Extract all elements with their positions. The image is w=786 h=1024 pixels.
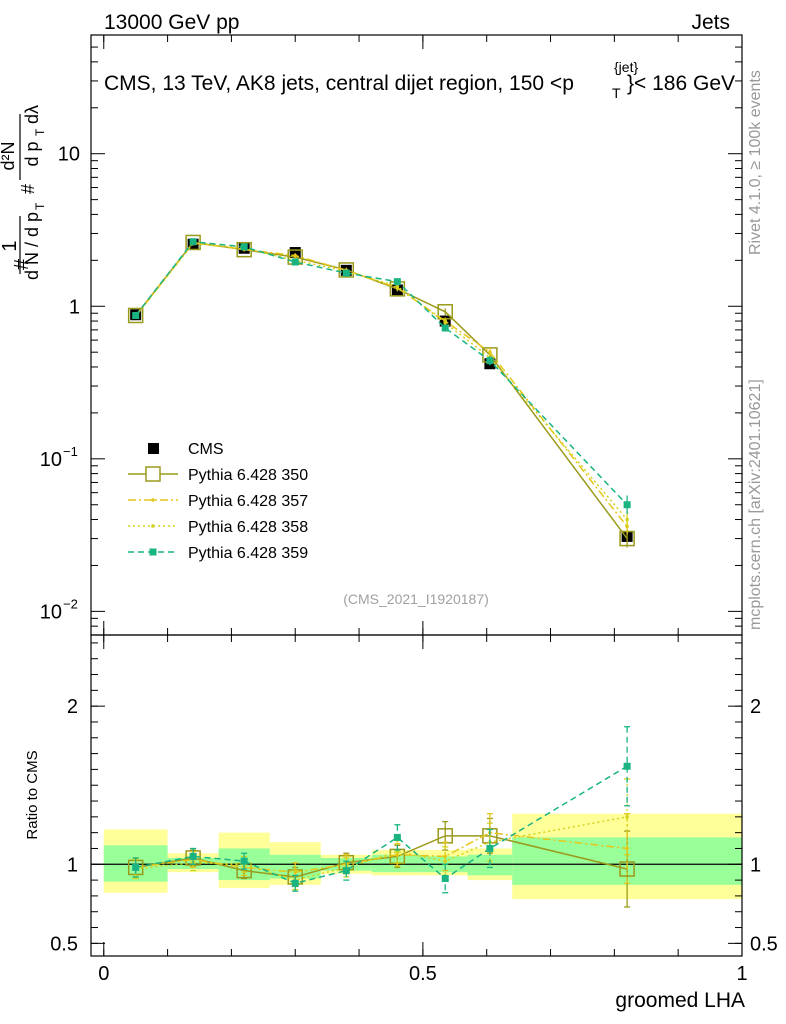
mc-marker-dot [293, 253, 298, 258]
legend-marker-dot [151, 524, 155, 528]
main-panel [127, 234, 635, 548]
mc-marker-square [132, 311, 140, 319]
mc-marker-square [240, 243, 248, 251]
mc-ratio-marker-dot [395, 852, 400, 857]
x-axis-label: groomed LHA [615, 989, 745, 1012]
legend-label: Pythia 6.428 350 [188, 467, 308, 484]
y-tick-label-main: 10 [58, 144, 80, 166]
mc-marker-dot [488, 350, 492, 354]
mc-ratio-marker-square [132, 863, 140, 871]
mc-ratio-marker-square [240, 857, 248, 865]
mcplots-source-label: mcplots.cern.ch [arXiv:2401.10621] [747, 379, 764, 630]
chart-title-subscript: T [612, 85, 621, 101]
mc-ratio-marker-dot [395, 849, 400, 854]
y-axis-label-main: # 1 d N / d p T # d²N d p T dλ [0, 105, 47, 280]
y-tick-label-ratio-right: 0.5 [750, 933, 778, 955]
mc-ratio-marker-square [393, 833, 401, 841]
legend-marker-open-square [145, 466, 161, 482]
cms-data-point [289, 247, 301, 259]
x-tick-label: 1 [736, 963, 747, 985]
chart-title-tail: }< 186 GeV [627, 72, 735, 95]
rivet-version-label: Rivet 4.1.0, ≥ 100k events [747, 70, 764, 255]
legend-marker-dot [151, 498, 155, 502]
svg-text:d²N: d²N [0, 141, 18, 170]
y-tick-label-ratio-right: 1 [750, 854, 761, 876]
mc-ratio-marker-square [623, 762, 631, 770]
chart-title-main: CMS, 13 TeV, AK8 jets, central dijet reg… [104, 72, 574, 95]
mc-marker-square [623, 501, 631, 509]
mc-marker-dot [395, 284, 400, 289]
svg-text:d p: d p [22, 141, 42, 166]
y-axis-label-ratio: Ratio to CMS [24, 750, 41, 839]
mc-marker-square [291, 258, 299, 266]
y-tick-label-main: 1 [69, 296, 80, 318]
mc-ratio-marker-dot [625, 846, 629, 851]
mc-ratio-marker-square [189, 852, 197, 860]
mc-ratio-marker-square [291, 879, 299, 887]
y-tick-label-ratio: 2 [67, 696, 78, 718]
svg-text:T: T [33, 202, 47, 210]
mc-ratio-marker-square [441, 875, 449, 883]
mc-marker-dot [625, 517, 629, 522]
mc-marker-open-square [127, 307, 144, 324]
svg-text:#: # [11, 258, 33, 270]
y-tick-label-main: 10 [40, 449, 62, 471]
x-tick-label: 0 [98, 963, 109, 985]
legend-label: Pythia 6.428 357 [188, 493, 308, 510]
mc-marker-dot [443, 320, 448, 325]
mc-ratio-marker-square [342, 867, 350, 875]
ratio-frame [90, 634, 743, 957]
y-tick-label-exponent: −1 [63, 444, 78, 459]
legend-label: CMS [188, 441, 224, 458]
legend-label: Pythia 6.428 358 [188, 519, 308, 536]
svg-text:d N / d p: d N / d p [22, 212, 42, 280]
analysis-watermark: (CMS_2021_I1920187) [343, 591, 489, 607]
chart-title-superscript: {jet} [614, 59, 638, 75]
legend-marker-square [149, 548, 157, 556]
mc-marker-square [393, 278, 401, 286]
y-tick-label-exponent: −2 [63, 596, 78, 611]
svg-text:dλ: dλ [22, 105, 42, 124]
ratio-panel [91, 726, 742, 908]
mc-marker-square [486, 357, 494, 365]
y-tick-label-ratio-right: 2 [750, 696, 761, 718]
header-right-label: Jets [691, 11, 730, 34]
y-tick-label-ratio: 0.5 [50, 933, 78, 955]
legend-label: Pythia 6.428 359 [188, 545, 308, 562]
x-tick-label: 0.5 [409, 963, 437, 985]
svg-text:T: T [33, 128, 47, 136]
y-tick-label-ratio: 1 [67, 854, 78, 876]
mc-ratio-marker-dot [443, 854, 448, 859]
mc-ratio-line-4 [135, 765, 628, 885]
mc-ratio-marker-dot [443, 859, 448, 863]
mc-ratio-marker-dot [625, 815, 629, 819]
y-tick-label-main: 10 [40, 601, 62, 623]
mc-marker-square [189, 238, 197, 246]
chart-title: CMS, 13 TeV, AK8 jets, central dijet reg… [104, 59, 735, 101]
legend: CMS Pythia 6.428 350 Pythia 6.428 357 Pythi… [128, 441, 308, 562]
svg-text:1: 1 [0, 240, 21, 251]
legend-marker-cms [148, 443, 159, 454]
header-left-label: 13000 GeV pp [104, 11, 239, 34]
mc-marker-square [441, 324, 449, 332]
svg-text:#: # [18, 184, 38, 194]
mc-marker-square [342, 269, 350, 277]
mc-ratio-marker-square [486, 844, 494, 852]
